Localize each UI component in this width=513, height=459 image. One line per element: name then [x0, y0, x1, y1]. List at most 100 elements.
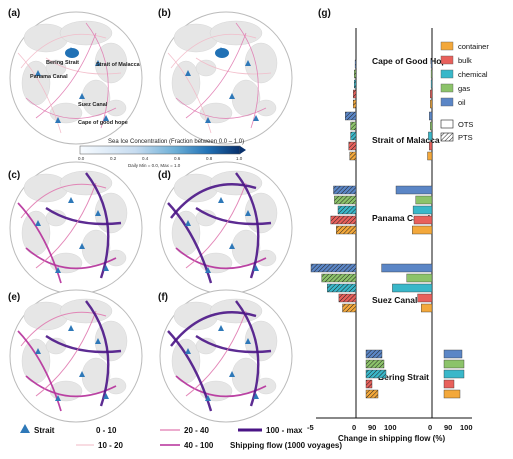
- bar-ots-bulk: [417, 293, 433, 303]
- bar-hatch: [366, 390, 378, 398]
- shipping-route: [185, 310, 247, 397]
- bar-ots-oil: [395, 185, 433, 195]
- polar-map-a: [9, 11, 143, 145]
- bar-hatch: [350, 122, 356, 130]
- strait-marker-icon: [205, 267, 211, 273]
- strait-triangle-icon: [20, 424, 30, 433]
- colorbar-title: Sea Ice Concentration (Fraction between …: [108, 139, 244, 145]
- legend-label: chemical: [458, 70, 488, 79]
- strait-marker-icon: [245, 60, 251, 66]
- bar-ots-bulk: [443, 379, 455, 389]
- bar-ots-chemical: [412, 205, 433, 215]
- x-tick-label: 100: [384, 423, 397, 432]
- legend-bin-4: 100 - max: [266, 426, 303, 435]
- landmass: [94, 192, 128, 234]
- shipping-route: [195, 207, 272, 226]
- flow-legend: Strait 0 - 10 10 - 20 20 - 40 40 - 100 1…: [20, 424, 342, 450]
- shipping-route: [45, 335, 122, 354]
- x-tick-label: 90: [444, 423, 452, 432]
- legend-strait-label: Strait: [34, 426, 55, 435]
- legend-bin-3: 40 - 100: [184, 441, 214, 450]
- strait-marker-icon: [253, 393, 259, 399]
- map-panels: [9, 11, 293, 423]
- panel-label-e: (e): [8, 292, 20, 303]
- legend-label: bulk: [458, 56, 472, 65]
- shipping-route: [167, 202, 213, 284]
- legend-swatch-pts: [440, 132, 454, 142]
- bar-ots-container: [412, 225, 433, 235]
- bar-hatch: [334, 196, 356, 204]
- landmass: [209, 20, 263, 46]
- region-label: Suez Canal: [372, 295, 417, 305]
- shipping-route: [170, 33, 257, 69]
- bar-ots-chemical: [392, 283, 433, 293]
- x-tick-label: -5: [307, 423, 314, 432]
- shipping-route: [235, 22, 259, 129]
- polar-map-d: [159, 161, 293, 295]
- strait-marker-icon: [68, 197, 74, 203]
- landmass: [195, 59, 217, 77]
- bar-ots-gas: [443, 359, 465, 369]
- shipping-route: [17, 202, 62, 284]
- panel-label-c: (c): [8, 170, 20, 181]
- bar-ots-bulk: [413, 215, 433, 225]
- landmass: [21, 60, 51, 106]
- label-bering: Bering Strait: [46, 60, 79, 66]
- bar-hatch: [354, 70, 356, 78]
- x-tick-label: 0: [428, 423, 432, 432]
- label-cape: Cape of good hope: [78, 120, 128, 126]
- colorbar-arrow: [240, 146, 246, 154]
- strait-marker-icon: [205, 117, 211, 123]
- colorbar-tick: 0.8: [206, 156, 213, 161]
- bar-chart: Cape of Good Hope Strait of Malacca Pana…: [307, 28, 473, 443]
- panel-label-b: (b): [158, 8, 171, 19]
- landmass: [59, 170, 113, 196]
- bar-ots-bulk: [429, 141, 433, 151]
- region-label: Bering Strait: [378, 372, 429, 382]
- bar-ots-oil: [430, 59, 433, 69]
- landmass: [23, 301, 69, 331]
- strait-marker-icon: [79, 243, 85, 249]
- legend-swatch-bulk: [440, 55, 454, 65]
- sea-ice-colorbar: Sea Ice Concentration (Fraction between …: [78, 139, 246, 168]
- strait-marker-icon: [55, 117, 61, 123]
- shipping-route: [195, 335, 272, 354]
- polar-map-e: [9, 289, 143, 423]
- polar-map-c: [9, 161, 143, 295]
- shipping-route: [85, 172, 110, 279]
- strait-marker-icon: [103, 115, 109, 121]
- panel-label-a: (a): [8, 8, 20, 19]
- shipping-route: [17, 330, 62, 412]
- legend-swatch-chemical: [440, 69, 454, 79]
- legend-title: Shipping flow (1000 voyages): [230, 441, 342, 450]
- legend-label: OTS: [458, 120, 473, 129]
- shipping-route: [17, 52, 62, 134]
- legend-swatch-oil: [440, 97, 454, 107]
- polar-map-b: [159, 11, 293, 145]
- landmass: [171, 60, 201, 106]
- bar-hatch: [355, 60, 357, 68]
- strait-marker-icon: [218, 325, 224, 331]
- x-tick-label: 100: [460, 423, 473, 432]
- legend-label: gas: [458, 84, 470, 93]
- landmass: [209, 298, 263, 324]
- bar-hatch: [336, 226, 356, 234]
- sea-ice-patch: [65, 48, 79, 58]
- legend-label: PTS: [458, 133, 473, 142]
- panel-label-d: (d): [158, 170, 171, 181]
- bar-hatch: [350, 132, 356, 140]
- bar-hatch: [366, 350, 382, 358]
- landmass: [244, 42, 278, 84]
- bar-ots-chemical: [430, 79, 433, 89]
- label-malacca: Strait of Malacca: [96, 62, 141, 68]
- bar-ots-oil: [443, 349, 463, 359]
- landmass: [23, 173, 69, 203]
- strait-marker-icon: [95, 210, 101, 216]
- strait-marker-icon: [253, 265, 259, 271]
- bar-hatch: [353, 90, 356, 98]
- bar-hatch: [330, 216, 356, 224]
- bar-hatch: [366, 360, 384, 368]
- bar-hatch: [327, 284, 356, 292]
- strait-marker-icon: [55, 267, 61, 273]
- panel-label-g: (g): [318, 8, 331, 19]
